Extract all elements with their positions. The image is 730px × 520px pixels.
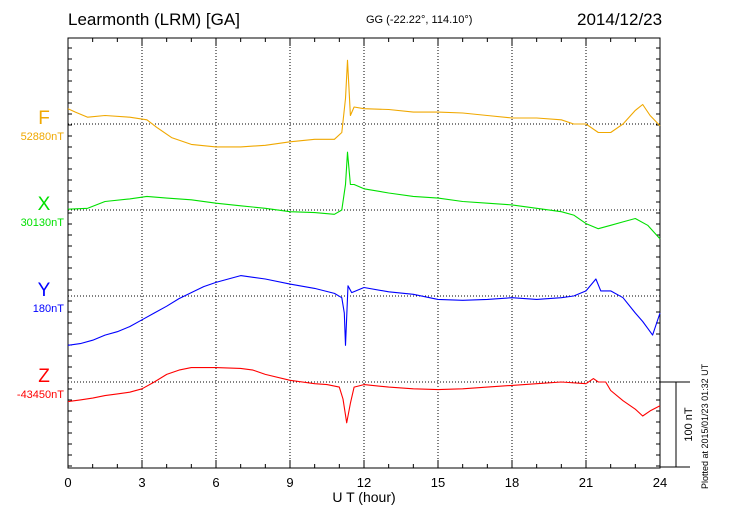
- x-tick-label: 24: [653, 475, 667, 490]
- scale-bar-label: 100 nT: [683, 407, 695, 442]
- baseline-value-z: -43450nT: [17, 389, 64, 401]
- series-line-y: [67, 275, 661, 346]
- baseline-value-x: 30130nT: [21, 217, 65, 229]
- x-tick-label: 0: [64, 475, 71, 490]
- station-title: Learmonth (LRM) [GA]: [68, 10, 240, 29]
- component-label-x: X: [38, 194, 51, 215]
- x-tick-label: 3: [138, 475, 145, 490]
- x-tick-label: 6: [212, 475, 219, 490]
- x-tick-label: 12: [357, 475, 371, 490]
- station-coords: GG (-22.22°, 114.10°): [366, 14, 473, 26]
- x-tick-label: 15: [431, 475, 445, 490]
- component-label-y: Y: [38, 280, 51, 301]
- series-line-z: [67, 367, 661, 424]
- baseline-value-f: 52880nT: [21, 131, 65, 143]
- x-tick-label: 9: [286, 475, 293, 490]
- series-line-x: [67, 151, 661, 240]
- x-tick-label: 18: [505, 475, 519, 490]
- x-axis-title: U T (hour): [332, 489, 395, 505]
- baseline-value-y: 180nT: [33, 303, 64, 315]
- series-line-f: [67, 59, 661, 148]
- plot-frame: [67, 37, 661, 469]
- component-label-f: F: [38, 108, 50, 129]
- component-label-z: Z: [38, 366, 50, 387]
- chart-date: 2014/12/23: [577, 10, 663, 29]
- x-tick-label: 21: [579, 475, 593, 490]
